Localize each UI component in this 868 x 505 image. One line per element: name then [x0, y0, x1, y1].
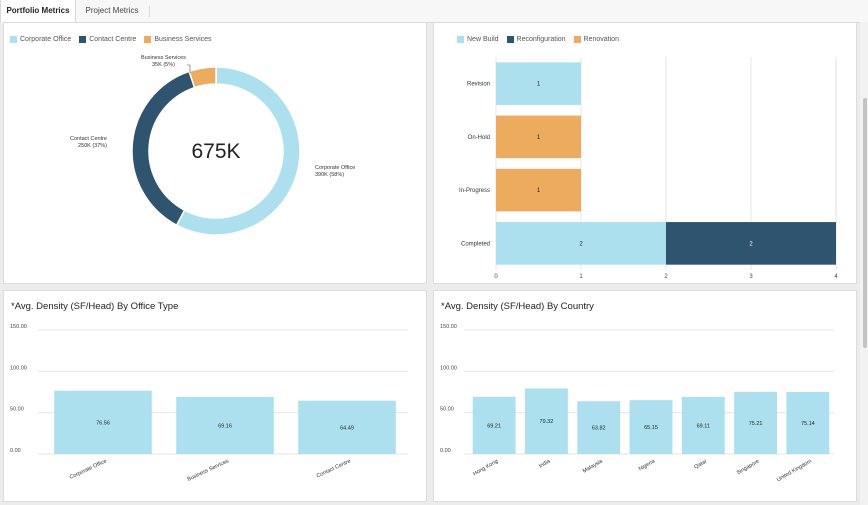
y-category-label: Completed: [461, 241, 490, 247]
y-tick-label: 150.00: [440, 324, 457, 330]
x-category-label: Nigeria: [638, 458, 657, 472]
bar: [734, 391, 778, 454]
status-legend: New Build Reconfiguration Renovation: [457, 34, 619, 44]
legend-label: New Build: [467, 35, 499, 43]
y-tick-label: 100.00: [440, 365, 457, 371]
legend-item[interactable]: New Build: [457, 35, 499, 43]
legend-label: Reconfiguration: [516, 35, 566, 43]
legend-swatch: [457, 35, 464, 43]
data-label: 2: [749, 241, 753, 247]
legend-label: Contact Centre: [89, 35, 137, 43]
bar: [176, 396, 274, 454]
legend-label: Business Services: [154, 35, 212, 43]
data-label: 63.82: [592, 426, 606, 432]
x-tick-label: 3: [749, 274, 753, 280]
y-tick-label: 0.00: [440, 448, 451, 454]
x-tick-label: 0: [494, 274, 498, 280]
slice-label-corporate-office: Corporate Office 390K (58%): [315, 165, 356, 178]
bar-segment: [496, 168, 581, 212]
bar: [681, 396, 725, 454]
y-category-label: Revision: [467, 82, 490, 88]
y-tick-label: 50.00: [10, 407, 24, 413]
y-tick-label: 0.00: [10, 448, 21, 454]
x-category-label: Singapore: [736, 459, 761, 477]
x-category-label: United Kingdom: [776, 458, 813, 483]
legend-swatch: [573, 35, 581, 43]
donut-legend: Corporate Office Contact Centre Business…: [10, 34, 212, 44]
tab-project-metrics[interactable]: Project Metrics: [85, 6, 139, 15]
donut-chart: [131, 64, 301, 236]
data-label: 75.21: [749, 421, 763, 427]
data-label: 1: [537, 82, 541, 88]
bar: [629, 400, 673, 454]
legend-swatch: [79, 35, 87, 43]
bar: [524, 388, 568, 454]
y-category-label: In-Progress: [459, 188, 490, 194]
y-category-label: On-Hold: [468, 135, 490, 141]
data-label: 65.15: [644, 425, 658, 431]
slice-label-business-services: Business Services 35K (5%): [141, 55, 186, 68]
data-label: 76.56: [96, 420, 110, 426]
data-label: 1: [537, 188, 541, 194]
legend-item[interactable]: Reconfiguration: [506, 35, 566, 43]
legend-label: Renovation: [583, 35, 619, 43]
x-tick-label: 1: [579, 274, 583, 280]
slice-leader-line: [187, 64, 191, 73]
x-category-label: Qatar: [693, 458, 708, 470]
country-density-chart: 0.00 50.00 100.00 150.00 69.21 Hong Kong 79.32…: [440, 324, 834, 483]
data-label: 69.21: [487, 423, 501, 429]
x-category-label: Business Services: [187, 458, 230, 483]
data-label: 1: [537, 135, 541, 141]
tab-portfolio-metrics[interactable]: Portfolio Metrics: [0, 0, 76, 23]
legend-item[interactable]: Business Services: [144, 35, 212, 43]
bar: [472, 396, 516, 454]
legend-item[interactable]: Corporate Office: [10, 35, 72, 43]
data-label: 79.32: [540, 419, 554, 425]
scrollbar-thumb[interactable]: [863, 98, 867, 348]
donut-total: 675K: [191, 140, 241, 163]
x-tick-label: 2: [664, 274, 668, 280]
project-status-panel: New Build Reconfiguration Renovation 0 1 2…: [433, 22, 857, 284]
data-label: 64.49: [340, 425, 354, 431]
y-tick-label: 100.00: [10, 365, 27, 371]
y-tick-label: 50.00: [440, 407, 454, 413]
panel-title: *Avg. Density (SF/Head) By Office Type: [11, 301, 179, 312]
tab-divider: [149, 6, 150, 17]
bar-segment: [496, 222, 666, 265]
bar: [786, 391, 830, 454]
bar-segment: [496, 115, 581, 159]
donut-slice: [188, 66, 217, 89]
legend-swatch: [144, 35, 152, 43]
legend-swatch: [506, 35, 514, 43]
data-label: 69.16: [218, 423, 232, 429]
tab-bar: Portfolio Metrics Project Metrics: [0, 0, 868, 23]
x-category-label: Hong Kong: [472, 459, 499, 478]
data-label: 2: [579, 241, 583, 247]
country-density-panel: *Avg. Density (SF/Head) By Country 0.00 5…: [433, 290, 857, 502]
x-category-label: Contact Centre: [316, 458, 352, 479]
bar: [54, 390, 152, 454]
legend-item[interactable]: Renovation: [573, 35, 619, 43]
panel-title: *Avg. Density (SF/Head) By Country: [441, 301, 594, 312]
legend-label: Corporate Office: [20, 35, 72, 43]
data-label: 75.14: [801, 421, 815, 427]
x-tick-label: 4: [834, 274, 838, 280]
data-label: 69.11: [697, 423, 710, 429]
bar-segment: [666, 222, 836, 265]
bar: [577, 401, 621, 454]
office-density-chart: 0.00 50.00 100.00 150.00 76.56 Corporate Offi…: [10, 324, 408, 483]
office-type-donut-panel: Corporate Office Contact Centre Business…: [3, 22, 427, 284]
y-tick-label: 150.00: [10, 324, 27, 330]
legend-item[interactable]: Contact Centre: [79, 35, 137, 43]
x-category-label: Corporate Office: [69, 458, 108, 480]
status-bar-chart: 0 1 2 3 4 Revision 1 On-Hold 1 In-Progress 1 Comple…: [459, 57, 838, 280]
slice-label-contact-centre: Contact Centre 250K (37%): [70, 136, 107, 149]
bar-segment: [496, 62, 581, 105]
legend-swatch: [10, 35, 17, 43]
bar: [298, 400, 396, 454]
x-category-label: Malaysia: [582, 458, 605, 475]
office-density-panel: *Avg. Density (SF/Head) By Office Type 0…: [3, 290, 427, 502]
x-category-label: India: [538, 458, 552, 470]
